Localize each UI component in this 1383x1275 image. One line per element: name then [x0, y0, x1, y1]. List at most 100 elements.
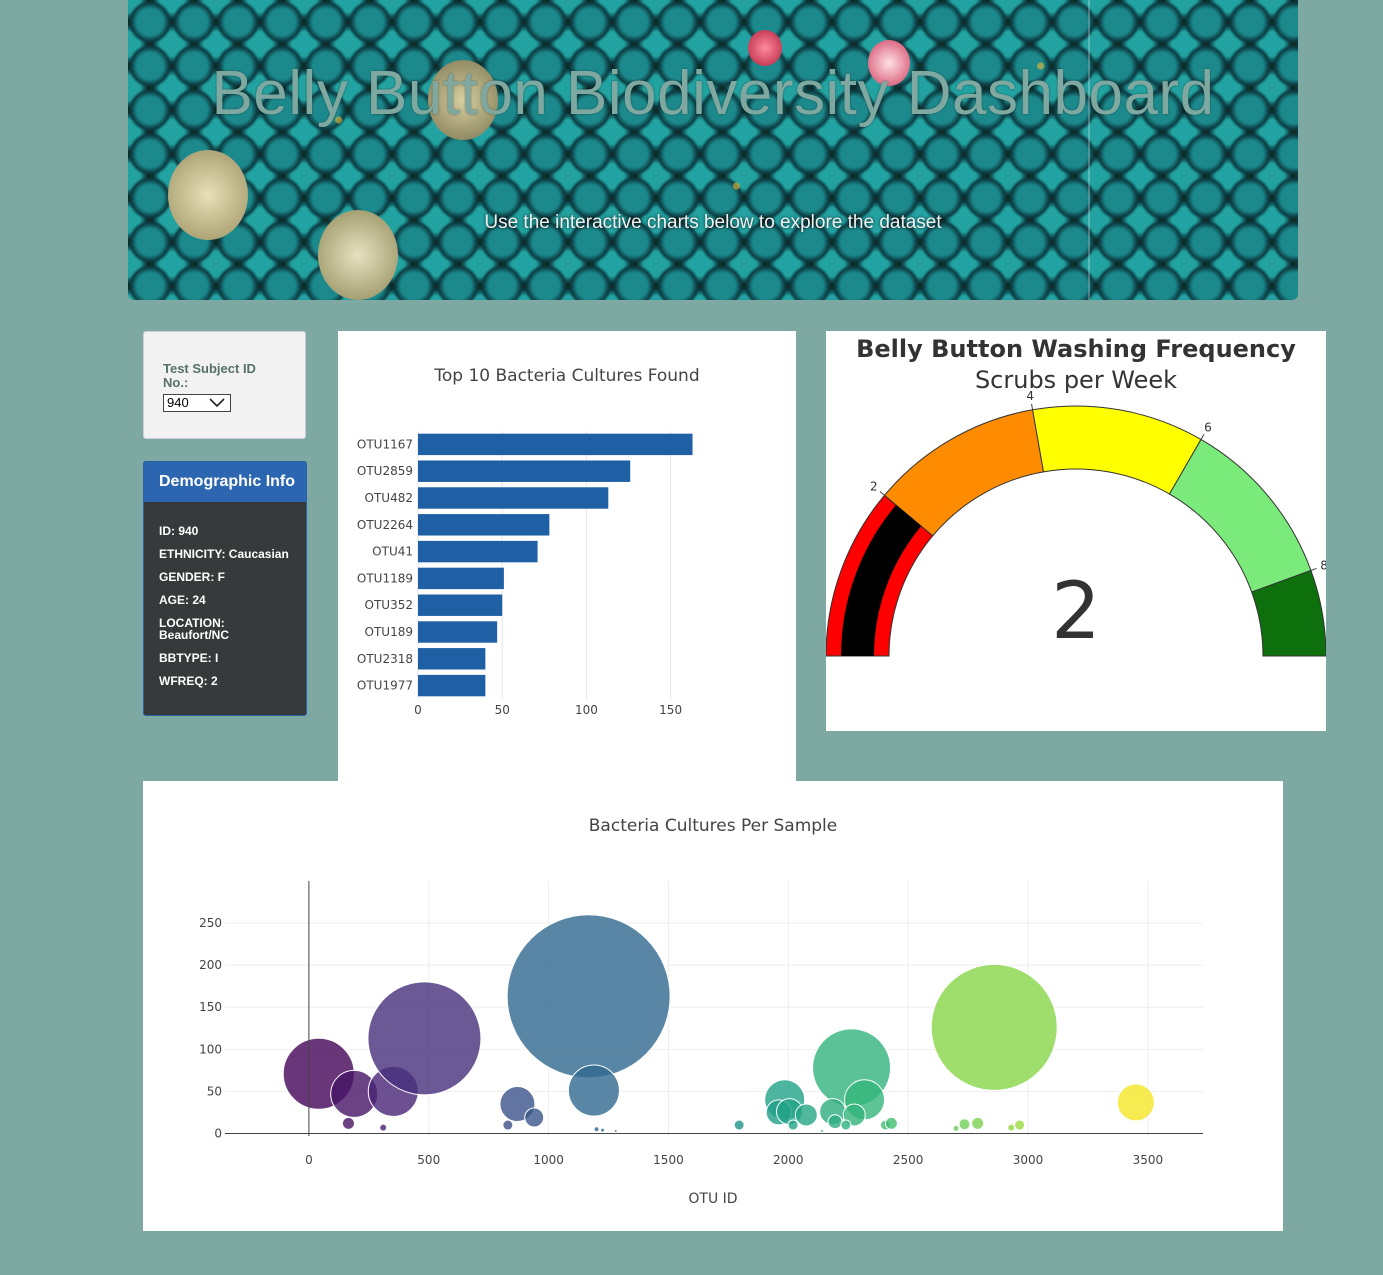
- bubble-chart-point: [884, 1116, 898, 1130]
- demographic-panel: Demographic Info ID: 940 ETHNICITY: Cauc…: [143, 461, 307, 716]
- bar-chart-y-tick-label: OTU189: [365, 625, 413, 639]
- bacteria-cluster-1: [168, 150, 248, 240]
- gauge-tick-label: 2: [870, 479, 878, 493]
- bubble-chart-point: [971, 1116, 985, 1130]
- bar-chart-bar: [418, 674, 486, 697]
- bubble-chart-point: [1007, 1123, 1016, 1132]
- gauge-value: 2: [1051, 567, 1101, 657]
- subject-id-select[interactable]: 940: [163, 394, 231, 412]
- demographic-bbtype: BBTYPE: I: [159, 651, 219, 665]
- bubble-chart-title: Bacteria Cultures Per Sample: [589, 816, 837, 836]
- bar-chart-x-tick-label: 50: [495, 703, 510, 717]
- bar-chart-y-tick-label: OTU1167: [357, 437, 413, 451]
- bubble-chart-point: [567, 1064, 620, 1117]
- bubble-chart-y-tick-label: 50: [207, 1084, 222, 1098]
- gauge-tick-label: 4: [1026, 389, 1034, 403]
- bubble-chart-point: [379, 1123, 388, 1132]
- demographic-gender: GENDER: F: [159, 570, 225, 584]
- bar-chart-bar: [418, 648, 486, 670]
- bubble-chart-x-axis-title: OTU ID: [688, 1191, 737, 1207]
- demographic-ethnicity: ETHNICITY: Caucasian: [159, 547, 289, 561]
- bacteria-cluster-4: [868, 40, 910, 86]
- bubble-chart-x-tick-label: 2000: [773, 1153, 804, 1167]
- gauge-tick: [1310, 567, 1317, 571]
- bubble-chart-point: [367, 981, 482, 1096]
- bubble-chart-point: [1116, 1083, 1155, 1122]
- bubble-chart-point: [794, 1103, 818, 1127]
- bar-chart-y-tick-label: OTU41: [372, 545, 413, 559]
- bar-chart-bar: [418, 433, 693, 456]
- bar-chart-card: Top 10 Bacteria Cultures Found OTU1167 OT…: [338, 331, 796, 781]
- bubble-chart-point: [840, 1119, 852, 1131]
- bar-chart-y-tick-label: OTU352: [365, 598, 413, 612]
- bar-chart-y-tick-label: OTU2318: [357, 652, 413, 666]
- demographic-age: AGE: 24: [159, 593, 206, 607]
- bar-chart-x-tick-label: 0: [414, 703, 422, 717]
- bubble-chart-point: [930, 963, 1058, 1091]
- bar-chart-y-tick-label: OTU1189: [357, 571, 413, 585]
- gauge-band: [1251, 569, 1327, 657]
- demographic-list: ID: 940 ETHNICITY: Caucasian GENDER: F A…: [144, 502, 306, 687]
- bar-chart-x-tick-label: 100: [575, 703, 598, 717]
- bacteria-cluster-2: [318, 210, 398, 300]
- gauge-tick: [879, 491, 885, 496]
- bubble-chart-x-tick-label: 0: [305, 1153, 313, 1167]
- gauge-tick: [1200, 434, 1205, 440]
- bubble-chart-points: [282, 914, 1155, 1133]
- gauge-chart[interactable]: Belly Button Washing Frequency Scrubs pe…: [825, 331, 1328, 731]
- bubble-chart-x-tick-label: 500: [417, 1153, 440, 1167]
- bubble-chart-point: [524, 1107, 545, 1128]
- bacteria-cluster-3: [748, 30, 782, 66]
- banner-image-seam: [1088, 0, 1090, 300]
- bar-chart-x-tick-label: 150: [659, 703, 682, 717]
- bar-chart-bar: [418, 487, 609, 509]
- subject-selector-label: Test Subject ID No.:: [163, 361, 256, 390]
- subject-id-value: 940: [167, 395, 189, 410]
- bubble-chart-point: [952, 1124, 960, 1132]
- gauge-band: [1032, 405, 1202, 495]
- bubble-chart-x-tick-label: 3000: [1013, 1153, 1044, 1167]
- bubble-chart-x-tick-label: 1000: [533, 1153, 564, 1167]
- demographic-wfreq: WFREQ: 2: [159, 674, 218, 688]
- gauge-tick: [1031, 403, 1034, 410]
- bar-chart-y-tick-label: OTU2859: [357, 464, 413, 478]
- bubble-chart[interactable]: Bacteria Cultures Per Sample 0 500 1000 150…: [143, 781, 1283, 1231]
- bubble-chart-point: [827, 1114, 843, 1130]
- bar-chart-y-tick-label: OTU1977: [357, 679, 413, 693]
- bubble-chart-point: [593, 1126, 600, 1133]
- bubble-chart-point: [958, 1118, 971, 1131]
- gauge-chart-card: Belly Button Washing Frequency Scrubs pe…: [825, 331, 1328, 731]
- header-banner: Belly Button Biodiversity Dashboard Use …: [128, 0, 1298, 300]
- bubble-chart-y-tick-label: 150: [199, 1000, 222, 1014]
- gauge-tick-label: 6: [1204, 420, 1212, 434]
- bar-chart-bar: [418, 621, 498, 643]
- bubble-chart-y-tick-label: 0: [214, 1126, 222, 1140]
- bubble-chart-axes: 0 500 1000 1500 2000 2500 3000 3500 0 50 100 150 200…: [199, 881, 1203, 1167]
- bar-chart-bar: [418, 460, 631, 482]
- bar-chart-bars: [418, 433, 693, 697]
- demographic-id: ID: 940: [159, 524, 199, 538]
- bubble-chart-x-tick-label: 3500: [1133, 1153, 1164, 1167]
- gauge-bands: [825, 405, 1327, 657]
- bubble-chart-y-tick-label: 200: [199, 958, 222, 972]
- gauge-value-fill: [841, 504, 922, 656]
- bubble-chart-point: [1014, 1119, 1026, 1131]
- bubble-chart-point: [600, 1127, 606, 1133]
- bar-chart[interactable]: Top 10 Bacteria Cultures Found OTU1167 OT…: [338, 331, 796, 781]
- gauge-value-bar: [841, 504, 922, 656]
- bubble-chart-point: [733, 1119, 745, 1131]
- bar-chart-y-labels: OTU1167 OTU2859 OTU482 OTU2264 OTU41 OTU1189 O…: [357, 437, 413, 692]
- bar-chart-x-labels: 0 50 100 150: [414, 703, 682, 717]
- gauge-title: Belly Button Washing Frequency: [856, 335, 1296, 363]
- bubble-chart-point: [613, 1128, 618, 1133]
- bar-chart-title: Top 10 Bacteria Cultures Found: [433, 366, 699, 386]
- bacteria-cluster-5: [428, 60, 498, 140]
- bubble-chart-point: [341, 1116, 355, 1130]
- bar-chart-y-tick-label: OTU482: [365, 491, 413, 505]
- bubble-chart-y-tick-label: 100: [199, 1042, 222, 1056]
- demographic-location: LOCATION: Beaufort/NC: [159, 616, 230, 642]
- page-title: Belly Button Biodiversity Dashboard: [211, 59, 1215, 128]
- bubble-chart-point: [819, 1128, 824, 1133]
- bubble-chart-point: [787, 1119, 799, 1131]
- chevron-down-icon: [209, 398, 225, 408]
